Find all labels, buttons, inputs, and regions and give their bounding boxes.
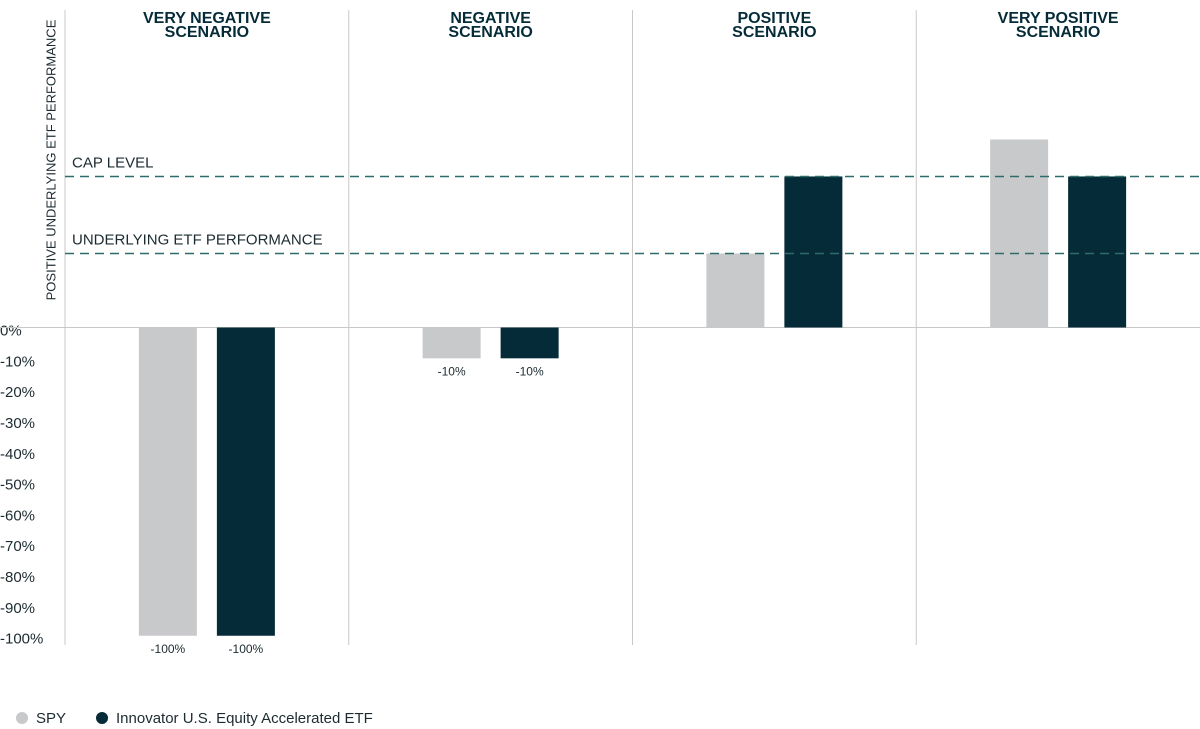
- reference-label: CAP LEVEL: [72, 154, 153, 171]
- bar: [990, 139, 1049, 328]
- y-tick-label: 0%: [0, 322, 22, 339]
- bar: [138, 327, 197, 636]
- value-label: -10%: [438, 364, 466, 378]
- category-label: NEGATIVE SCENARIO: [448, 10, 533, 41]
- bar: [784, 176, 843, 328]
- value-label: -10%: [516, 364, 544, 378]
- category-label: POSITIVE SCENARIO: [732, 10, 817, 41]
- bar: [1068, 176, 1127, 328]
- y-tick-label: -40%: [0, 446, 35, 463]
- y-tick-label: -20%: [0, 384, 35, 401]
- bar: [706, 253, 765, 328]
- category-label: VERY POSITIVE SCENARIO: [997, 10, 1119, 41]
- value-label: -100%: [229, 642, 264, 656]
- y-tick-label: -70%: [0, 538, 35, 555]
- category-label: VERY NEGATIVE SCENARIO: [143, 10, 271, 41]
- y-tick-label: -30%: [0, 415, 35, 432]
- legend-swatch: [16, 712, 28, 724]
- legend-swatch: [96, 712, 109, 724]
- reference-label: UNDERLYING ETF PERFORMANCE: [72, 231, 323, 248]
- legend-label: Innovator U.S. Equity Accelerated ETF: [116, 710, 373, 727]
- y-axis-label: POSITIVE UNDERLYING ETF PERFORMANCE: [43, 19, 58, 300]
- y-tick-label: -60%: [0, 507, 35, 524]
- value-label: -100%: [151, 642, 186, 656]
- y-tick-label: -90%: [0, 600, 35, 617]
- legend-label: SPY: [36, 710, 66, 727]
- bar: [216, 327, 275, 636]
- bar: [422, 327, 481, 359]
- y-tick-label: -80%: [0, 569, 35, 586]
- y-tick-label: -100%: [0, 631, 43, 648]
- y-tick-label: -10%: [0, 353, 35, 370]
- y-tick-label: -50%: [0, 477, 35, 494]
- bar: [500, 327, 559, 359]
